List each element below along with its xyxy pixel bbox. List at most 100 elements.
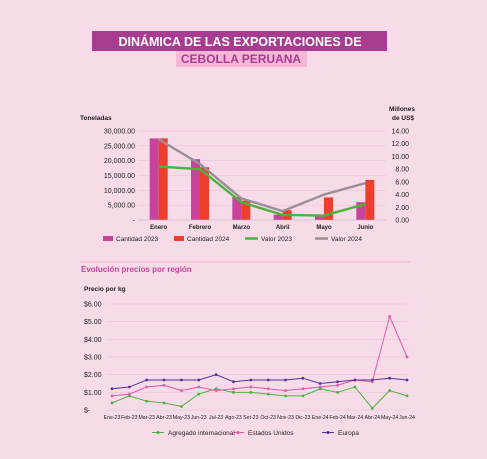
price-point-europa [249, 378, 253, 382]
price-point-agregado-internacional [405, 394, 409, 398]
left-tick-label: 20,000.00 [104, 158, 135, 165]
price-point-estados-unidos [284, 389, 287, 392]
category-label: Marzo [233, 225, 251, 231]
price-point-agregado-internacional [249, 390, 253, 394]
price-point-europa [370, 378, 374, 382]
price-point-estados-unidos [127, 392, 131, 396]
legend-marker [236, 431, 240, 434]
bar-chart-value-lines [158, 138, 366, 217]
month-label: Abr-24 [365, 415, 381, 421]
price-tick-label: $3.00 [84, 355, 102, 362]
price-point-europa [197, 378, 201, 382]
left-axis-label: Toneladas [80, 115, 112, 122]
price-point-estados-unidos [197, 385, 201, 389]
price-point-estados-unidos [180, 389, 183, 392]
month-label: Set-23 [243, 415, 258, 421]
right-tick-label: 8.00 [395, 167, 409, 174]
right-axis-label-line1: Millones [389, 106, 415, 113]
category-label: Enero [150, 225, 167, 231]
bar-cantidad-2023 [356, 202, 366, 220]
legend-label: Valor 2024 [331, 236, 362, 243]
bar-cantidad-2024 [158, 138, 168, 220]
legend-label: Valor 2023 [261, 236, 292, 243]
price-point-estados-unidos [162, 383, 166, 387]
month-label: Abr-23 [156, 415, 172, 421]
month-label: Ago-23 [225, 415, 242, 421]
category-label: Febrero [189, 225, 212, 231]
bar-cantidad-2023 [149, 138, 159, 220]
category-label: Abril [276, 225, 290, 231]
legend-swatch [174, 236, 184, 241]
price-point-estados-unidos [249, 385, 253, 389]
category-label: Mayo [316, 225, 332, 231]
price-point-estados-unidos [405, 355, 409, 359]
price-chart-legend: Agregado internacional Estados Unidos Euro… [152, 430, 359, 437]
price-point-estados-unidos [266, 387, 270, 391]
price-point-europa [301, 376, 305, 380]
price-point-estados-unidos [301, 387, 305, 391]
legend-label: Estados Unidos [248, 430, 294, 437]
right-tick-label: 4.00 [395, 192, 409, 199]
month-label: Jun-24 [399, 415, 415, 421]
price-point-europa [162, 378, 166, 382]
price-point-agregado-internacional [232, 390, 235, 394]
left-tick-label: 5,000.00 [108, 203, 135, 210]
price-point-estados-unidos [318, 385, 322, 389]
price-point-agregado-internacional [388, 389, 392, 392]
price-point-europa [232, 380, 235, 384]
price-point-agregado-internacional [284, 394, 287, 398]
price-point-europa [145, 378, 149, 382]
month-label: Ene-23 [104, 415, 121, 421]
price-point-estados-unidos [145, 385, 149, 389]
right-axis-label-line2: de US$ [392, 115, 414, 122]
price-point-agregado-internacional [353, 385, 357, 389]
left-tick-label: - [133, 218, 136, 225]
price-point-agregado-internacional [266, 392, 270, 396]
bar-cantidad-2024 [241, 200, 251, 220]
right-tick-label: 14.00 [391, 129, 409, 136]
month-label: Feb-23 [121, 415, 138, 421]
price-chart-axes: $6.00$5.00$4.00$3.00$2.00$1.00$-Ene-23 Fe… [84, 302, 415, 422]
price-point-agregado-internacional [370, 406, 374, 410]
title-line-2: CEBOLLA PERUANA [181, 52, 302, 66]
legend-label: Europa [338, 430, 359, 437]
month-label: Jul-23 [209, 415, 223, 421]
price-tick-label: $2.00 [84, 372, 102, 379]
price-point-europa [353, 378, 357, 382]
left-tick-label: 10,000.00 [104, 188, 135, 195]
month-label: Oct-23 [260, 415, 276, 421]
bar-cantidad-2024 [365, 179, 375, 220]
price-chart-lines [110, 314, 409, 410]
price-point-estados-unidos [388, 314, 392, 318]
price-point-europa [336, 380, 339, 384]
price-point-estados-unidos [214, 389, 218, 392]
left-tick-label: 25,000.00 [104, 143, 135, 150]
bar-cantidad-2024 [324, 197, 333, 220]
price-tick-label: $6.00 [84, 302, 102, 309]
month-label: Dic-23 [295, 415, 310, 421]
price-axis-label: Precio por kg [84, 286, 126, 293]
price-point-europa [284, 378, 287, 382]
legend-marker [326, 431, 330, 434]
title-banner-2 [176, 51, 307, 67]
price-point-estados-unidos [110, 394, 114, 398]
price-point-agregado-internacional [180, 405, 183, 408]
legend-label: Cantidad 2024 [187, 236, 230, 243]
price-line-estados-unidos [111, 314, 408, 397]
price-point-estados-unidos [336, 383, 339, 387]
price-point-europa [388, 376, 392, 380]
price-tick-label: $4.00 [84, 337, 102, 344]
bar-cantidad-2024 [200, 167, 209, 220]
legend-label: Cantidad 2023 [116, 236, 159, 243]
price-point-agregado-internacional [110, 401, 114, 405]
month-label: Ene-24 [312, 415, 329, 421]
price-tick-label: $- [84, 408, 91, 415]
price-line-agregado-internacional [111, 386, 408, 409]
bar-cantidad-2023 [232, 196, 242, 220]
right-tick-label: 2.00 [395, 205, 409, 212]
price-point-agregado-internacional [336, 390, 339, 394]
bar-chart-grid [138, 130, 386, 221]
month-label: May-24 [381, 415, 398, 421]
title-line-1: DINÁMICA DE LAS EXPORTACIONES DE [118, 34, 361, 49]
